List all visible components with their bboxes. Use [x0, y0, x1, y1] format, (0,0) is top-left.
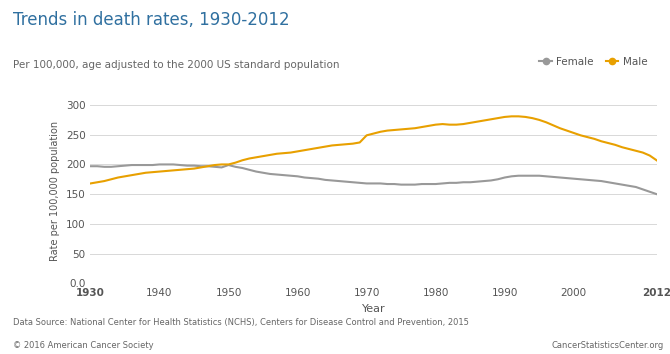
- Text: CancerStatisticsCenter.org: CancerStatisticsCenter.org: [551, 342, 663, 350]
- Text: Data Source: National Center for Health Statistics (NCHS), Centers for Disease C: Data Source: National Center for Health …: [13, 319, 469, 327]
- X-axis label: Year: Year: [362, 304, 385, 314]
- Text: Trends in death rates, 1930-2012: Trends in death rates, 1930-2012: [13, 11, 290, 29]
- Legend: Female, Male: Female, Male: [535, 53, 651, 71]
- Text: © 2016 American Cancer Society: © 2016 American Cancer Society: [13, 342, 154, 350]
- Text: Per 100,000, age adjusted to the 2000 US standard population: Per 100,000, age adjusted to the 2000 US…: [13, 60, 340, 70]
- Y-axis label: Rate per 100,000 population: Rate per 100,000 population: [50, 121, 60, 261]
